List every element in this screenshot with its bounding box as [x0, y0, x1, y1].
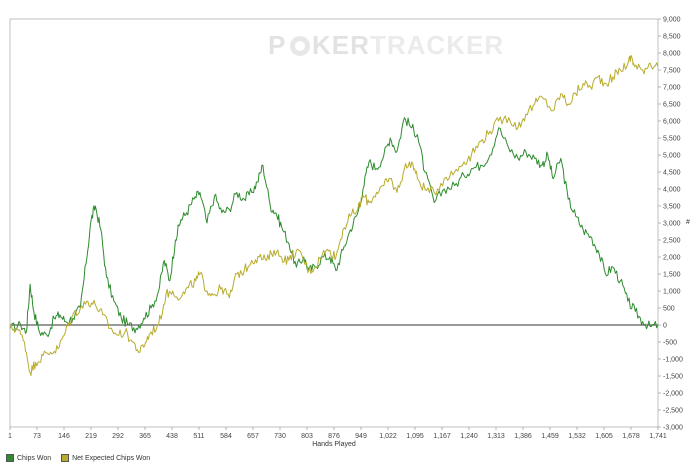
x-tick-label: 438 [166, 433, 178, 440]
x-tick-label: 1,240 [460, 433, 478, 440]
x-tick-label: 584 [220, 433, 232, 440]
y-tick-label: 7,000 [663, 85, 681, 92]
x-tick-label: 876 [328, 433, 340, 440]
y-tick-label: -3,000 [663, 425, 683, 432]
legend-label-net-expected: Net Expected Chips Won [72, 454, 151, 462]
y-tick-label: 500 [663, 306, 675, 313]
legend-swatch-net-expected [61, 454, 70, 462]
legend-item-chips-won[interactable]: Chips Won [6, 454, 51, 462]
plot-frame [9, 18, 659, 428]
x-tick-labels: 1 73 146 219 292 365 438 511 584 657 730 803 876 949 1… [8, 433, 667, 440]
legend: Chips Won Net Expected Chips Won [6, 454, 150, 462]
x-tick-label: 1,022 [379, 433, 397, 440]
watermark-text-tracker: TRACKER [370, 30, 504, 60]
x-tick-label: 1,605 [595, 433, 613, 440]
legend-swatch-chips-won [6, 454, 14, 462]
x-tick-label: 73 [33, 433, 41, 440]
y-tick-label: -500 [663, 340, 677, 347]
x-tick-label: 730 [274, 433, 286, 440]
x-tick-label: 1,678 [622, 433, 640, 440]
y-tick-label: 5,000 [663, 153, 681, 160]
y-tick-label: 8,000 [663, 51, 681, 58]
y-tick-label: 5,500 [663, 136, 681, 143]
y-tick-label: 6,000 [663, 119, 681, 126]
y-tick-label: -2,000 [663, 391, 683, 398]
x-tick-label: 1 [8, 433, 12, 440]
y-tick-label: 2,000 [663, 255, 681, 262]
x-tick-label: 511 [193, 433, 204, 440]
x-tick-label: 1,459 [541, 433, 559, 440]
y-tick-label: 1,000 [663, 289, 681, 296]
x-tick-label: 803 [301, 433, 313, 440]
pokertracker-watermark: P KER TRACKER [268, 30, 504, 60]
y-tick-label: 4,000 [663, 187, 681, 194]
y-tick-label: 4,500 [663, 170, 681, 177]
y-tick-label: -1,500 [663, 374, 683, 381]
y-tick-label: 1,500 [663, 272, 681, 279]
legend-label-chips-won: Chips Won [17, 454, 52, 462]
series-line-1 [9, 54, 659, 377]
x-tick-label: 146 [58, 433, 70, 440]
y-tick-label: -2,500 [663, 408, 683, 415]
x-tick-label: 1,167 [433, 433, 451, 440]
x-tick-label: 1,095 [406, 433, 424, 440]
x-tick-label: 1,386 [514, 433, 532, 440]
axis-layer [9, 18, 661, 430]
watermark-text-ker: KER [312, 30, 370, 60]
y-tick-label: 7,500 [663, 68, 681, 75]
poker-chip-icon [290, 36, 310, 56]
watermark-text-p: P [268, 30, 286, 60]
y-tick-label: 3,500 [663, 204, 681, 211]
poker-chip-center [295, 41, 305, 51]
y-tick-label: 2,500 [663, 238, 681, 245]
y-tick-label: 0 [663, 323, 667, 330]
y-tick-label: 6,500 [663, 102, 681, 109]
x-tick-label: 949 [355, 433, 367, 440]
x-tick-label: 219 [85, 433, 97, 440]
series-layer [9, 54, 659, 377]
x-tick-label: 657 [247, 433, 259, 440]
series-line-0 [9, 117, 659, 338]
x-tick-label: 292 [112, 433, 124, 440]
x-axis-title: Hands Played [312, 441, 356, 448]
y-tick-label: 8,500 [663, 34, 681, 41]
y-tick-label: -1,000 [663, 357, 683, 364]
x-tick-label: 1,313 [487, 433, 505, 440]
y-tick-label: 3,000 [663, 221, 681, 228]
y-tick-label: 9,000 [663, 17, 681, 24]
y-axis-title: # [686, 219, 690, 226]
legend-item-net-expected[interactable]: Net Expected Chips Won [61, 454, 150, 462]
x-tick-label: 1,741 [649, 433, 667, 440]
x-tick-label: 1,532 [568, 433, 586, 440]
y-tick-labels: 9,000 8,500 8,000 7,500 7,000 6,500 6,000 5,500… [663, 17, 683, 432]
x-tick-label: 365 [139, 433, 151, 440]
